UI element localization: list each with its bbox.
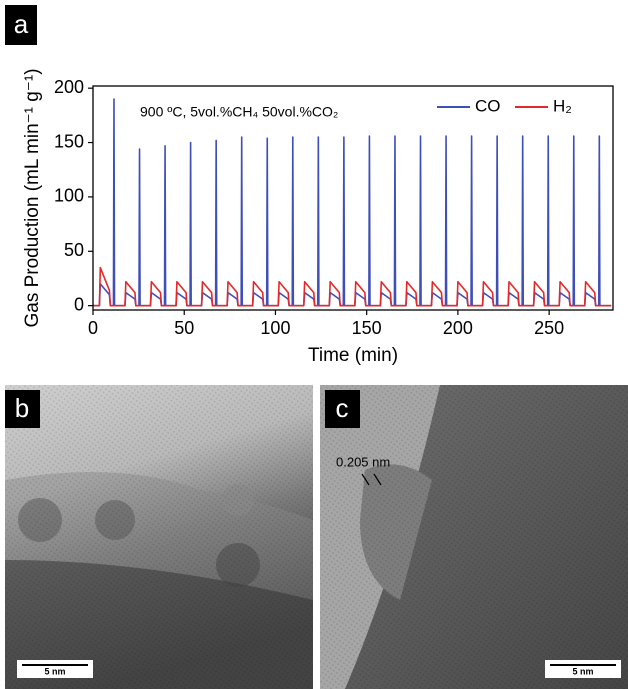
- series-line: [93, 266, 612, 307]
- lattice: [320, 385, 628, 689]
- panel-label: c: [336, 393, 349, 423]
- panel-label-box: [5, 5, 37, 45]
- legend-label: H₂: [553, 96, 572, 115]
- x-tick-label: 150: [352, 318, 382, 338]
- y-tick-label: 50: [64, 240, 84, 260]
- chart: 0 50 100 150 200 0 50 100 150 200 250 900 ºC, 5vol.…: [22, 68, 614, 366]
- panel-label-box: [5, 390, 40, 428]
- scale-bar-label: 5 nm: [44, 666, 65, 676]
- y-tick-label: 100: [54, 186, 84, 206]
- x-axis-label: Time (min): [308, 345, 398, 366]
- plot-frame: [92, 85, 614, 311]
- y-tick-label: 150: [54, 131, 84, 151]
- legend-label: CO: [475, 96, 501, 115]
- x-tick-label: 0: [88, 318, 98, 338]
- panel-label: b: [15, 393, 29, 423]
- y-axis-label: Gas Production (mL min⁻¹ g⁻¹): [22, 68, 43, 327]
- x-tick-label: 200: [443, 318, 473, 338]
- scale-bar-label: 5 nm: [572, 666, 593, 676]
- lattice: [5, 385, 313, 689]
- lattice-spacing: 0.205 nm: [336, 454, 390, 469]
- annotation: 900 ºC, 5vol.%CH₄ 50vol.%CO₂: [140, 104, 338, 120]
- arrow: [361, 473, 370, 486]
- x-tick-label: 50: [174, 318, 194, 338]
- panel-label: a: [14, 9, 29, 39]
- tem-image-c: c 0.205 nm 5 nm: [320, 385, 628, 689]
- tem-image-b: b 5 nm: [5, 385, 313, 689]
- x-tick-label: 100: [260, 318, 290, 338]
- x-tick-label: 250: [534, 318, 564, 338]
- y-tick-label: 0: [74, 294, 84, 314]
- series-line: [93, 98, 612, 307]
- arrow: [373, 473, 382, 486]
- panel-label-box: [325, 390, 360, 428]
- y-tick-label: 200: [54, 77, 84, 97]
